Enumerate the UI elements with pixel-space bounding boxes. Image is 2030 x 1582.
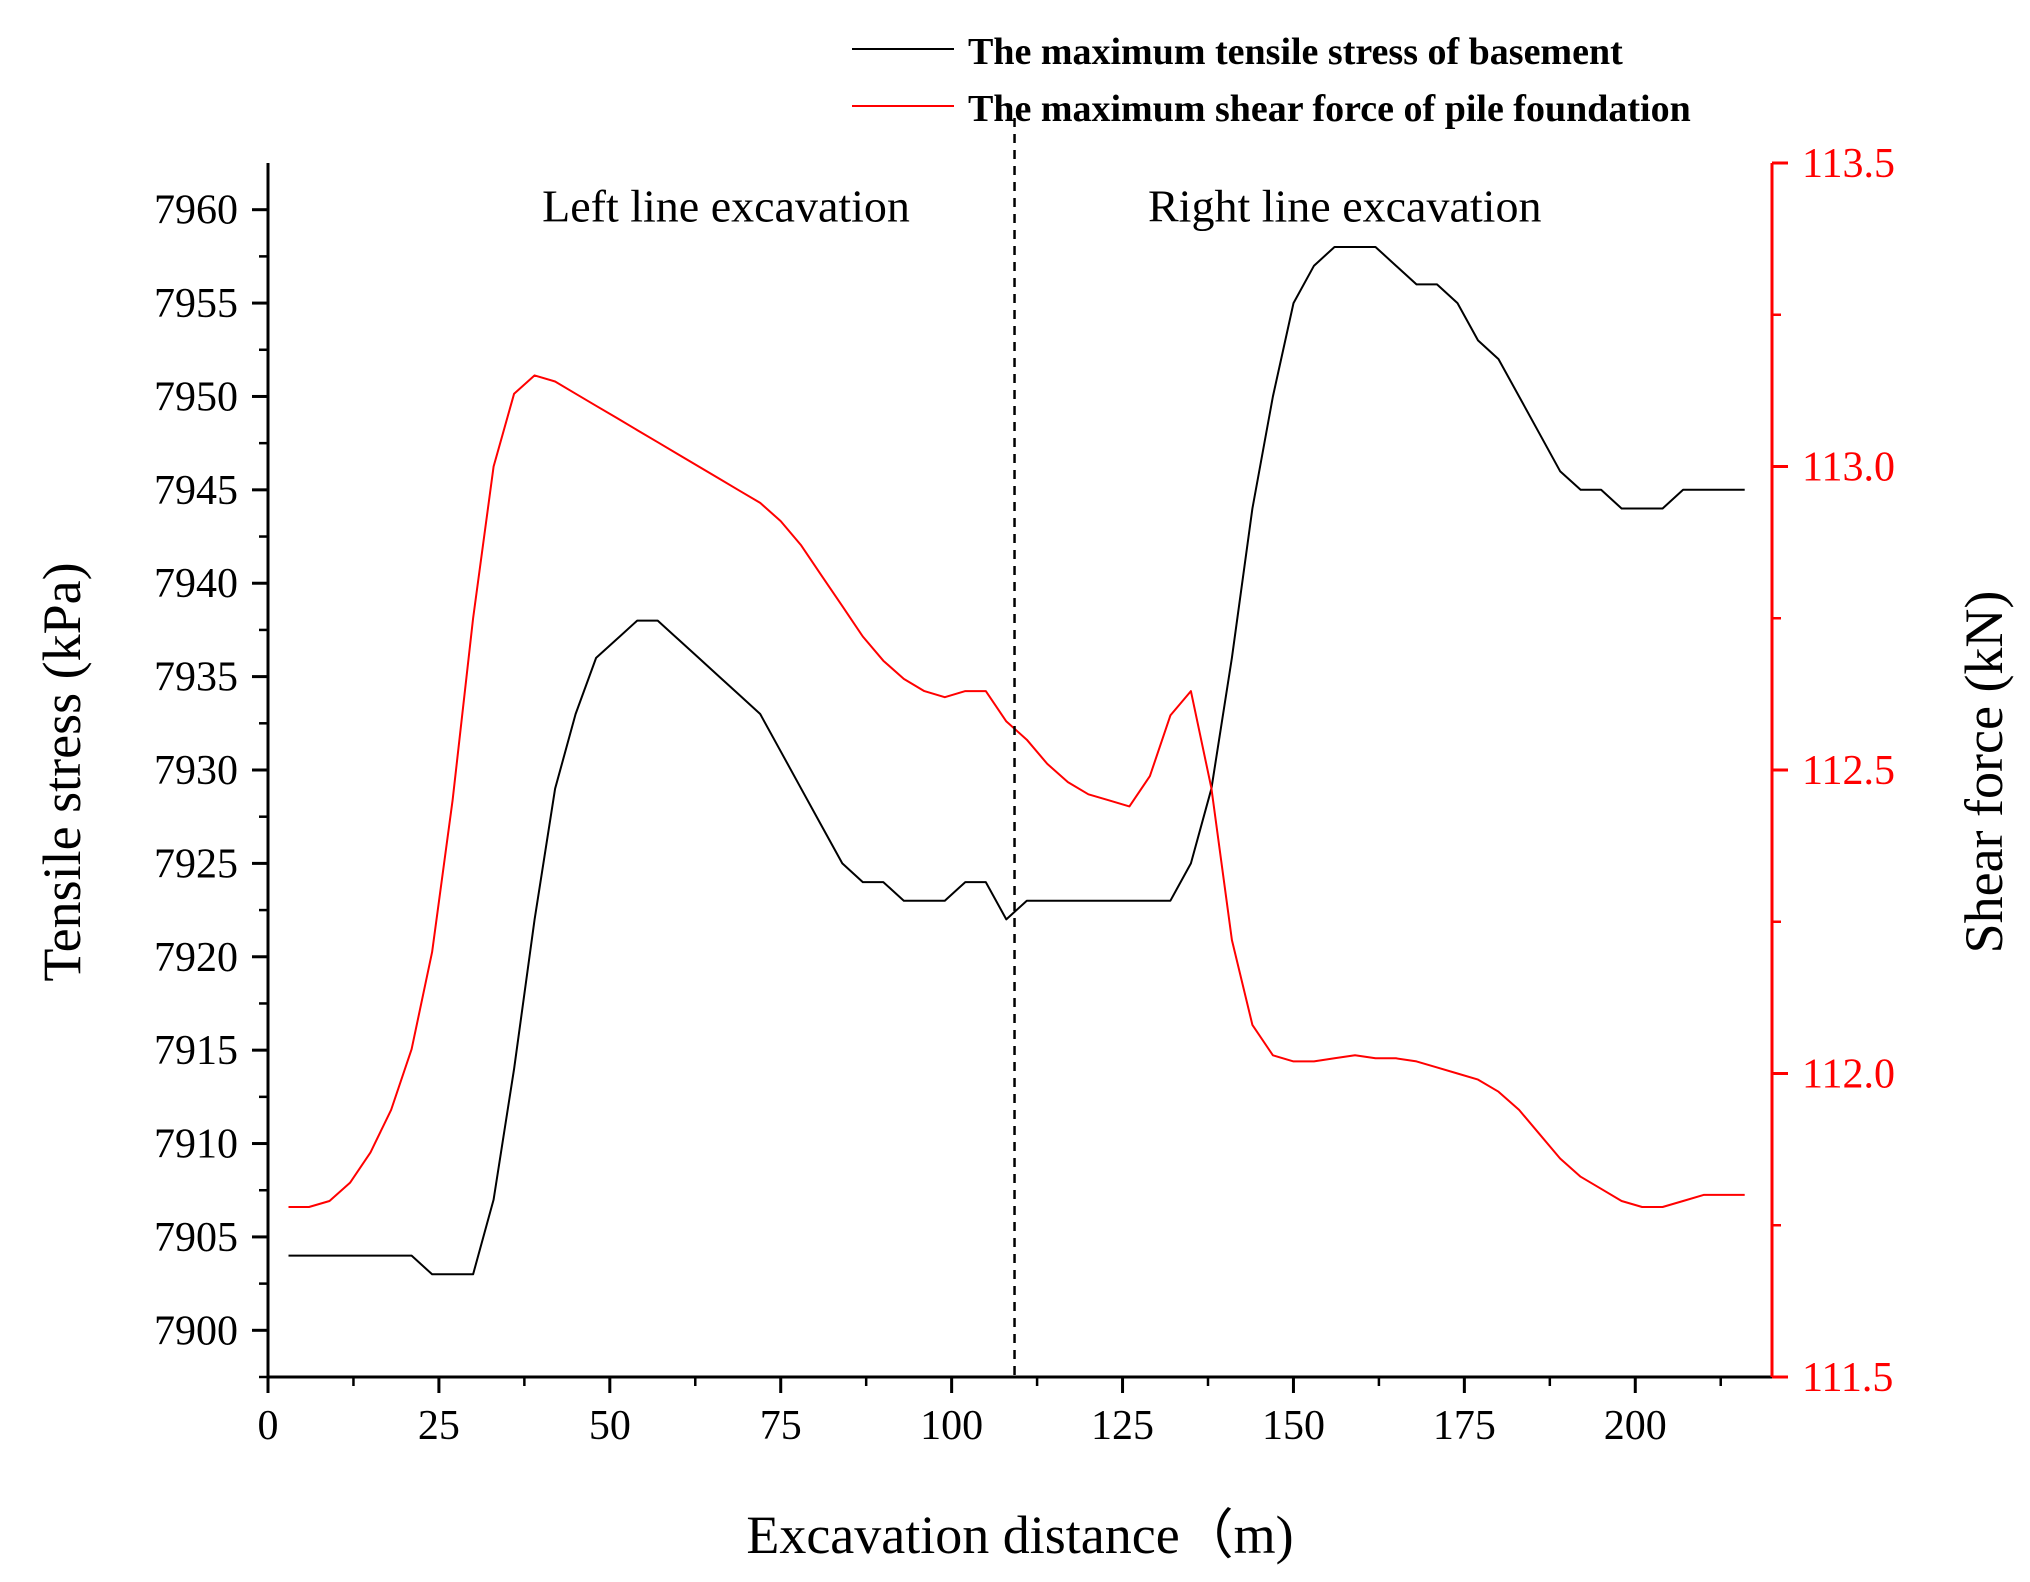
x-tick-label: 75 bbox=[760, 1403, 802, 1449]
y-left-tick-label: 7960 bbox=[154, 188, 238, 234]
y-axis-right-title: Shear force (kN) bbox=[1954, 591, 2014, 954]
y-right-tick-label: 113.5 bbox=[1802, 141, 1895, 187]
plot-lines bbox=[288, 246, 1745, 1276]
y-left-tick-label: 7935 bbox=[154, 655, 238, 701]
x-tick-label: 125 bbox=[1091, 1403, 1154, 1449]
y-left-tick-label: 7950 bbox=[154, 374, 238, 420]
legend-label-shear-force: The maximum shear force of pile foundati… bbox=[968, 88, 1691, 130]
y-right-tick-label: 111.5 bbox=[1802, 1355, 1893, 1401]
y-left-tick-label: 7955 bbox=[154, 281, 238, 327]
y-left-tick-label: 7945 bbox=[154, 468, 238, 514]
axes: 7900 7905 7910 7915 7920 7925 7930 7935 7940 7945… bbox=[154, 141, 1895, 1449]
series-line-tensile-stress bbox=[288, 246, 1745, 1276]
legend: The maximum tensile stress of basement T… bbox=[852, 31, 1691, 130]
y-left-tick-label: 7910 bbox=[154, 1122, 238, 1168]
legend-label-tensile-stress: The maximum tensile stress of basement bbox=[968, 31, 1623, 73]
y-left-tick-label: 7905 bbox=[154, 1215, 238, 1261]
x-tick-label: 50 bbox=[589, 1403, 631, 1449]
y-right-tick-label: 112.0 bbox=[1802, 1052, 1895, 1098]
y-right-tick-label: 113.0 bbox=[1802, 445, 1895, 491]
y-left-tick-label: 7920 bbox=[154, 935, 238, 981]
y-left-tick-label: 7925 bbox=[154, 841, 238, 887]
y-left-tick-label: 7930 bbox=[154, 748, 238, 794]
y-axis-left-title: Tensile stress (kPa) bbox=[32, 562, 92, 981]
series-line-shear-force bbox=[288, 374, 1745, 1208]
y-left-tick-label: 7900 bbox=[154, 1308, 238, 1354]
y-left-tick-label: 7915 bbox=[154, 1028, 238, 1074]
x-tick-label: 150 bbox=[1262, 1403, 1325, 1449]
x-tick-label: 200 bbox=[1604, 1403, 1667, 1449]
annotation-left-line-excavation: Left line excavation bbox=[542, 181, 910, 232]
x-tick-label: 25 bbox=[418, 1403, 460, 1449]
y-right-tick-label: 112.5 bbox=[1802, 748, 1895, 794]
x-tick-label: 175 bbox=[1433, 1403, 1496, 1449]
annotation-right-line-excavation: Right line excavation bbox=[1148, 181, 1541, 232]
x-tick-label: 0 bbox=[258, 1403, 279, 1449]
x-tick-label: 100 bbox=[920, 1403, 983, 1449]
y-left-tick-label: 7940 bbox=[154, 561, 238, 607]
x-axis-title: Excavation distance（m) bbox=[746, 1505, 1293, 1565]
